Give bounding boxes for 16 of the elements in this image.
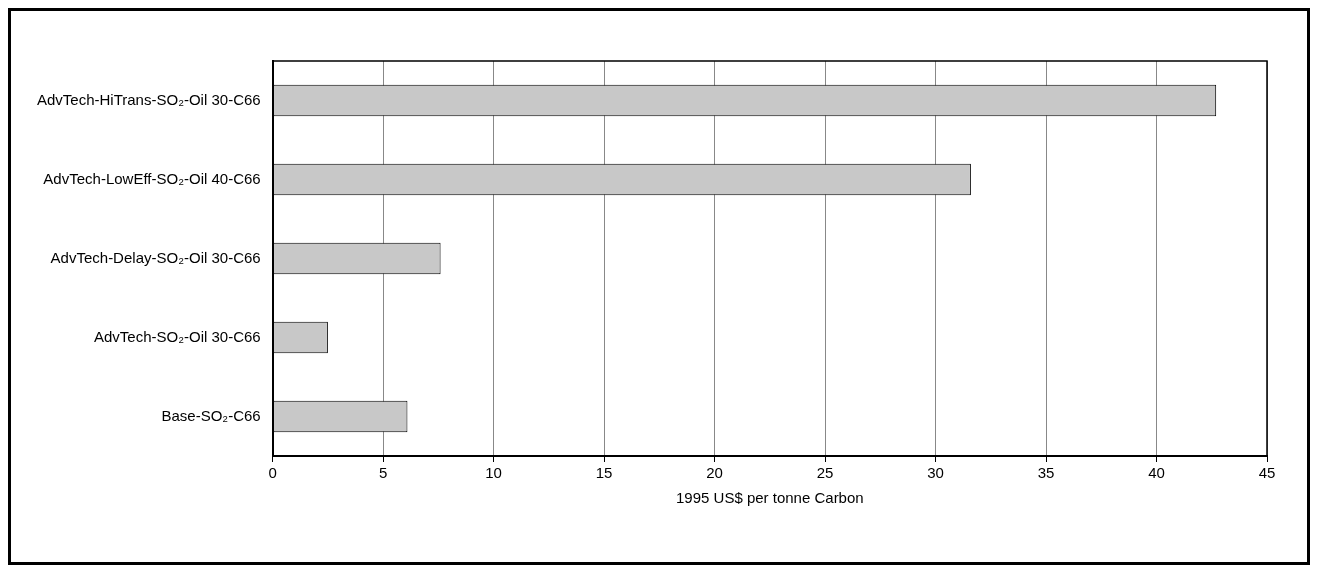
- x-tick-label: 20: [706, 464, 723, 482]
- y-tick-label: AdvTech-HiTrans-SO₂-Oil 30-C66: [36, 90, 261, 108]
- x-tick-label: 25: [816, 464, 834, 482]
- x-tick-label: 15: [595, 464, 613, 482]
- x-tick-label: 30: [927, 464, 944, 482]
- y-tick-label: Base-SO₂-C66: [161, 406, 261, 424]
- y-tick-label: AdvTech-LowEff-SO₂-Oil 40-C66: [43, 169, 261, 187]
- x-axis-title: 1995 US$ per tonne Carbon: [676, 489, 864, 507]
- x-tick-label: 0: [268, 464, 277, 482]
- x-tick-label: 5: [378, 464, 388, 482]
- y-tick-label: AdvTech-SO₂-Oil 30-C66: [93, 327, 261, 345]
- y-tick-label: AdvTech-Delay-SO₂-Oil 30-C66: [50, 248, 261, 266]
- x-tick-label: 45: [1258, 464, 1276, 482]
- x-tick-label: 35: [1037, 464, 1055, 482]
- x-tick-label: 40: [1148, 464, 1165, 482]
- x-tick-label: 10: [485, 464, 502, 482]
